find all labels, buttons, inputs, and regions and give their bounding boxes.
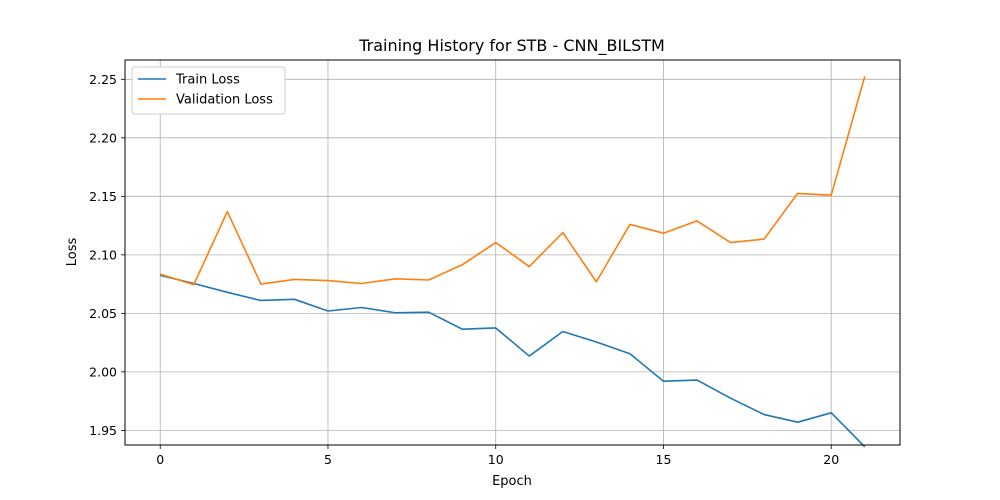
x-tick-label: 5 bbox=[324, 452, 332, 467]
legend-box bbox=[131, 66, 286, 115]
x-axis-label: Epoch bbox=[492, 474, 532, 489]
y-tick-label: 2.10 bbox=[89, 247, 117, 262]
grid bbox=[125, 60, 900, 445]
x-tick-label: 15 bbox=[656, 452, 672, 467]
y-tick-label: 2.05 bbox=[89, 306, 117, 321]
plot-frame bbox=[124, 59, 901, 446]
y-tick-label: 2.15 bbox=[89, 189, 117, 204]
y-tick-label: 2.00 bbox=[89, 364, 117, 379]
x-tick-label: 20 bbox=[823, 452, 839, 467]
y-axis-ticks: 1.95 2.00 2.05 2.10 2.15 2.20 2.25 bbox=[89, 72, 125, 438]
y-axis-label: Loss bbox=[65, 238, 80, 267]
train-loss-legend-label: Train Loss bbox=[175, 73, 240, 88]
legend: Train Loss Validation Loss bbox=[131, 66, 286, 115]
x-tick-label: 0 bbox=[156, 452, 164, 467]
validation-loss-line bbox=[159, 76, 866, 286]
x-axis-ticks: 0 5 10 15 20 bbox=[156, 445, 839, 467]
y-tick-label: 2.25 bbox=[89, 72, 117, 87]
chart-title: Training History for STB - CNN_BILSTM bbox=[358, 36, 665, 56]
y-tick-label: 1.95 bbox=[89, 423, 117, 438]
train-loss-line bbox=[160, 274, 866, 448]
y-tick-label: 2.20 bbox=[89, 130, 117, 145]
x-tick-label: 10 bbox=[488, 452, 504, 467]
validation-loss-legend-label: Validation Loss bbox=[176, 93, 273, 108]
series-lines bbox=[159, 76, 866, 448]
